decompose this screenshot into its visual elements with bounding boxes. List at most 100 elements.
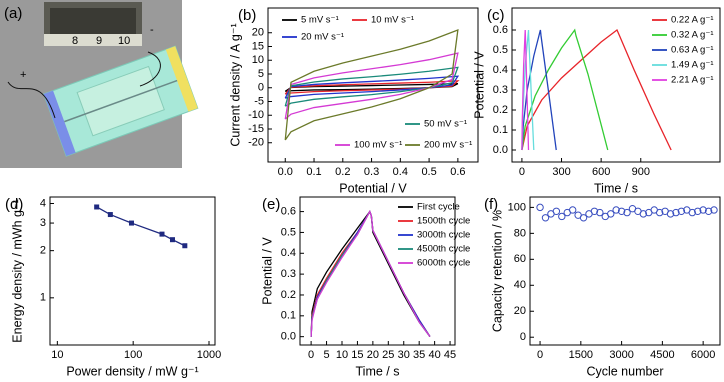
electrode-right bbox=[165, 46, 198, 112]
x-tick-label: 1000 bbox=[197, 349, 221, 361]
data-point bbox=[639, 210, 648, 218]
y-tick-label: 2 bbox=[40, 245, 46, 257]
legend-label: 4500th cycle bbox=[417, 244, 470, 255]
series-line bbox=[284, 80, 460, 95]
legend-label: 1.49 A g⁻¹ bbox=[671, 60, 714, 71]
ruler-label: 8 bbox=[72, 35, 78, 47]
data-point bbox=[552, 207, 561, 215]
legend-label: 0.63 A g⁻¹ bbox=[671, 45, 714, 56]
legend-label: 2.21 A g⁻¹ bbox=[671, 75, 714, 86]
y-tick-label: -15 bbox=[248, 123, 264, 135]
y-tick-label: 0 bbox=[520, 331, 526, 343]
y-tick-label: 5 bbox=[258, 68, 264, 80]
legend-label: 5 mV s⁻¹ bbox=[301, 15, 339, 26]
y-tick-label: 1 bbox=[40, 292, 46, 304]
x-tick-label: 0.5 bbox=[421, 166, 436, 178]
x-tick-label: 40 bbox=[428, 349, 440, 361]
x-tick-label: 0 bbox=[308, 349, 314, 361]
x-tick-label: 1500 bbox=[569, 349, 593, 361]
x-tick-label: 0.1 bbox=[306, 166, 321, 178]
ruler-label: 9 bbox=[96, 35, 102, 47]
x-tick-label: 100 bbox=[124, 349, 142, 361]
x-tick-label: 25 bbox=[382, 349, 394, 361]
series-line bbox=[521, 29, 530, 151]
y-tick-label: 80 bbox=[514, 227, 526, 239]
data-point bbox=[623, 208, 631, 217]
y-axis-label: Energy density / mWh g⁻¹ bbox=[10, 199, 24, 342]
y-tick-label: 15 bbox=[252, 40, 264, 52]
series-line bbox=[284, 75, 460, 99]
data-point bbox=[607, 210, 615, 218]
data-point bbox=[710, 206, 718, 214]
y-tick-label: 0 bbox=[258, 82, 264, 94]
data-point bbox=[579, 214, 588, 222]
y-tick-label: 10 bbox=[252, 54, 264, 66]
data-point bbox=[677, 207, 686, 215]
data-point bbox=[169, 237, 175, 243]
data-point bbox=[672, 208, 680, 217]
electrode-line bbox=[64, 79, 178, 123]
x-axis-label: Potential / V bbox=[339, 181, 407, 195]
x-tick-label: 0.3 bbox=[364, 166, 379, 178]
data-point bbox=[694, 207, 702, 215]
x-tick-label: 10 bbox=[336, 349, 348, 361]
data-point bbox=[558, 212, 566, 221]
ruler bbox=[44, 34, 142, 46]
plot-frame bbox=[511, 7, 721, 163]
data-point bbox=[612, 206, 620, 214]
legend-label: 1500th cycle bbox=[417, 216, 470, 227]
x-tick-label: 0.2 bbox=[335, 166, 350, 178]
x-axis-label: Time / s bbox=[356, 364, 400, 378]
y-tick-label: -20 bbox=[248, 137, 264, 149]
data-point bbox=[159, 231, 165, 237]
data-point bbox=[699, 206, 707, 214]
series-line bbox=[284, 52, 459, 120]
data-point bbox=[688, 208, 696, 217]
x-tick-label: 20 bbox=[367, 349, 379, 361]
x-tick-label: 15 bbox=[351, 349, 363, 361]
data-point bbox=[590, 207, 599, 215]
x-tick-label: 900 bbox=[632, 166, 650, 178]
series-line bbox=[284, 82, 459, 92]
y-tick-label: 3 bbox=[40, 217, 46, 229]
x-axis-label: Cycle number bbox=[586, 364, 663, 378]
ruler-label: 10 bbox=[118, 35, 130, 47]
legend-label: 6000th cycle bbox=[417, 258, 470, 269]
y-tick-label: 0.3 bbox=[281, 268, 296, 280]
y-tick-label: 0.0 bbox=[493, 144, 508, 156]
data-point bbox=[128, 220, 134, 226]
series-line bbox=[521, 28, 609, 151]
electrode-left bbox=[43, 90, 76, 157]
panel-label: (d) bbox=[5, 196, 23, 213]
y-axis-label: Potential / V bbox=[472, 51, 486, 119]
x-tick-label: 300 bbox=[552, 166, 570, 178]
legend-label: First cycle bbox=[417, 202, 460, 213]
data-point bbox=[655, 208, 664, 217]
y-tick-label: 0.5 bbox=[493, 44, 508, 56]
legend-label: 10 mV s⁻¹ bbox=[371, 15, 414, 26]
y-tick-label: 40 bbox=[514, 279, 526, 291]
x-tick-label: 0 bbox=[519, 166, 525, 178]
series-line bbox=[284, 66, 459, 107]
y-tick-label: 0.5 bbox=[281, 226, 296, 238]
x-tick-label: 0.6 bbox=[450, 166, 465, 178]
plot-frame bbox=[49, 196, 216, 346]
y-tick-label: 0.2 bbox=[493, 104, 508, 116]
panel-label: (b) bbox=[238, 7, 256, 24]
x-tick-label: 0.0 bbox=[278, 166, 293, 178]
y-tick-label: 0.1 bbox=[493, 124, 508, 136]
data-point bbox=[107, 212, 113, 218]
x-tick-label: 45 bbox=[444, 349, 456, 361]
plus-sign: + bbox=[20, 69, 26, 81]
legend-label: 0.32 A g⁻¹ bbox=[671, 30, 714, 41]
series-line bbox=[521, 29, 557, 151]
minus-sign: - bbox=[150, 24, 154, 36]
photo-device bbox=[50, 8, 136, 34]
legend-label: 20 mV s⁻¹ bbox=[301, 32, 344, 43]
data-point bbox=[536, 203, 544, 212]
x-tick-label: 10 bbox=[51, 349, 63, 361]
data-point bbox=[596, 208, 604, 217]
y-axis-label: Capacity retention / % bbox=[490, 210, 504, 332]
x-tick-label: 35 bbox=[413, 349, 425, 361]
